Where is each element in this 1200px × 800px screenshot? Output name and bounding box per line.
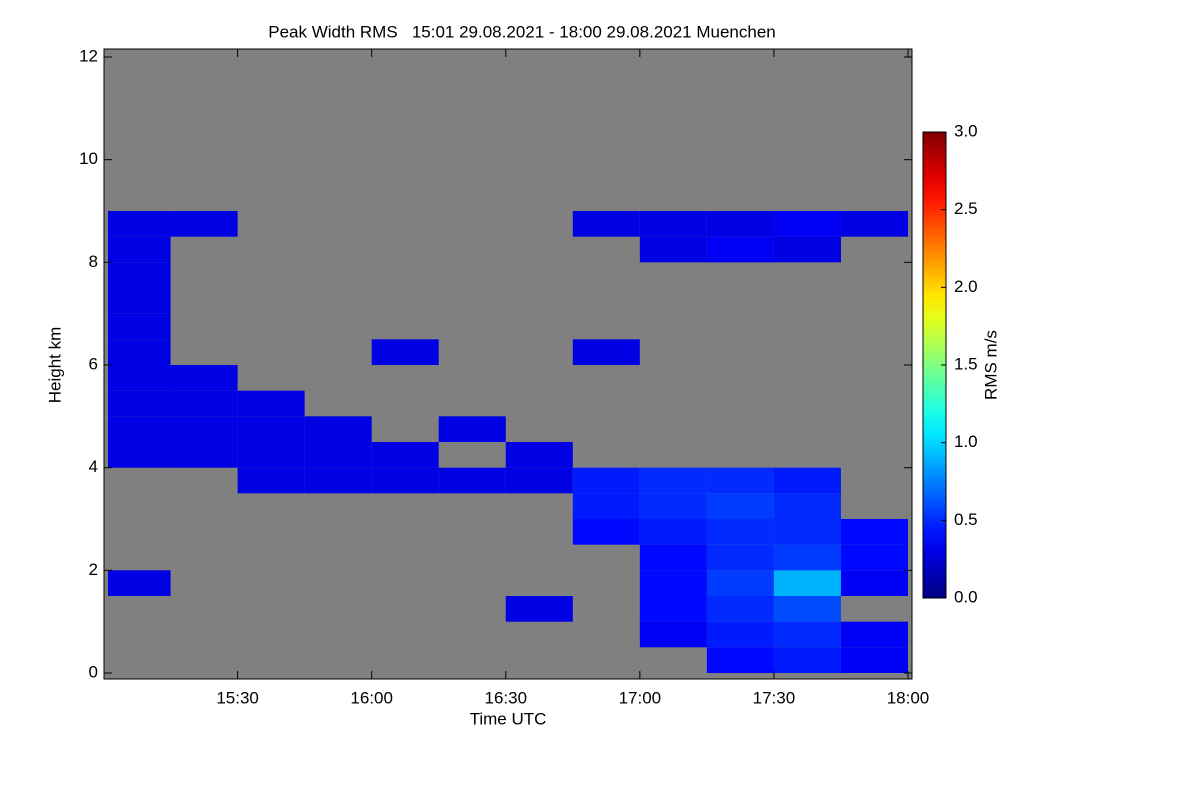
heatmap-cell	[706, 236, 774, 263]
heatmap-cell	[773, 236, 841, 263]
heatmap-cell	[706, 493, 774, 519]
heatmap-cell	[840, 519, 908, 545]
heatmap-cell	[572, 211, 640, 237]
x-tick-label: 16:00	[350, 688, 393, 707]
heatmap-cell	[840, 647, 908, 673]
heatmap-cell	[438, 467, 506, 494]
heatmap-cell	[639, 519, 707, 545]
heatmap-cell	[840, 570, 908, 596]
heatmap-cell	[639, 621, 707, 648]
heatmap-cell	[170, 211, 238, 237]
heatmap-cell	[773, 519, 841, 545]
x-tick-label: 18:00	[887, 688, 930, 707]
heatmap-cell	[108, 236, 171, 263]
y-tick-label: 12	[79, 46, 98, 65]
heatmap-cell	[304, 442, 372, 468]
y-tick-label: 6	[89, 354, 98, 373]
x-tick-label: 17:00	[619, 688, 662, 707]
y-tick-label: 4	[89, 457, 98, 476]
heatmap-cell	[572, 339, 640, 365]
y-axis-label: Height km	[45, 327, 64, 404]
heatmap-cell	[706, 570, 774, 596]
heatmap-cell	[237, 467, 305, 494]
y-tick-label: 10	[79, 149, 98, 168]
heatmap-cell	[773, 211, 841, 237]
heatmap-cell	[706, 211, 774, 237]
heatmap-cell	[304, 416, 372, 442]
heatmap-cell	[505, 467, 573, 494]
heatmap-cell	[170, 390, 238, 417]
colorbar-tick-label: 1.5	[954, 354, 978, 373]
heatmap-cell	[371, 442, 439, 468]
heatmap-cell	[108, 442, 171, 468]
heatmap-cell	[237, 390, 305, 417]
heatmap-cell	[572, 467, 640, 494]
heatmap-cell	[371, 467, 439, 494]
heatmap-cell	[773, 570, 841, 596]
heatmap-cell	[773, 596, 841, 622]
colorbar-tick-label: 2.0	[954, 277, 978, 296]
heatmap-cell	[639, 544, 707, 571]
heatmap-cell	[108, 313, 171, 340]
x-tick-label: 17:30	[753, 688, 796, 707]
heatmap-cell	[108, 365, 171, 391]
heatmap-cell	[773, 544, 841, 571]
heatmap-cell	[237, 416, 305, 442]
plot-frame	[103, 48, 913, 680]
heatmap-cell	[639, 211, 707, 237]
heatmap-cell	[639, 493, 707, 519]
heatmap-cell	[304, 467, 372, 494]
heatmap-cell	[505, 442, 573, 468]
heatmap-cell	[505, 596, 573, 622]
heatmap-cell	[108, 390, 171, 417]
heatmap-cell	[840, 544, 908, 571]
heatmap-cell	[840, 621, 908, 648]
y-tick-label: 8	[89, 252, 98, 271]
heatmap-cell	[639, 236, 707, 263]
heatmap-cell	[108, 262, 171, 288]
heatmap-cell	[773, 467, 841, 494]
heatmap-cell	[706, 544, 774, 571]
heatmap-cell	[773, 647, 841, 673]
heatmap-cell	[108, 339, 171, 365]
heatmap-cell	[237, 442, 305, 468]
x-axis-label: Time UTC	[470, 709, 547, 728]
heatmap-cell	[438, 416, 506, 442]
heatmap-cell	[706, 519, 774, 545]
colorbar-tick-label: 1.0	[954, 432, 978, 451]
heatmap-cell	[108, 288, 171, 314]
y-tick-label: 2	[89, 560, 98, 579]
heatmap-cell	[706, 467, 774, 494]
heatmap-cell	[773, 621, 841, 648]
heatmap-cell	[108, 416, 171, 442]
heatmap-cell	[371, 339, 439, 365]
x-tick-label: 15:30	[216, 688, 259, 707]
heatmap-cell	[170, 442, 238, 468]
colorbar-tick-label: 0.5	[954, 510, 978, 529]
heatmap-cell	[639, 596, 707, 622]
heatmap-cell	[706, 647, 774, 673]
heatmap-cell	[773, 493, 841, 519]
colorbar-tick-label: 3.0	[954, 121, 978, 140]
colorbar-tick-label: 0.0	[954, 587, 978, 606]
chart-title: Peak Width RMS 15:01 29.08.2021 - 18:00 …	[268, 22, 776, 41]
heatmap-cell	[170, 416, 238, 442]
heatmap-cell	[706, 621, 774, 648]
heatmap-cell	[572, 519, 640, 545]
heatmap-cell	[840, 211, 908, 237]
y-tick-label: 0	[89, 662, 98, 681]
x-tick-label: 16:30	[484, 688, 527, 707]
colorbar-label: RMS m/s	[981, 330, 1000, 400]
heatmap-cell	[706, 596, 774, 622]
heatmap-cell	[108, 570, 171, 596]
colorbar-tick-label: 2.5	[954, 199, 978, 218]
heatmap-cell	[639, 570, 707, 596]
heatmap-cell	[108, 211, 171, 237]
heatmap-cell	[170, 365, 238, 391]
heatmap-cell	[639, 467, 707, 494]
heatmap-cell	[572, 493, 640, 519]
